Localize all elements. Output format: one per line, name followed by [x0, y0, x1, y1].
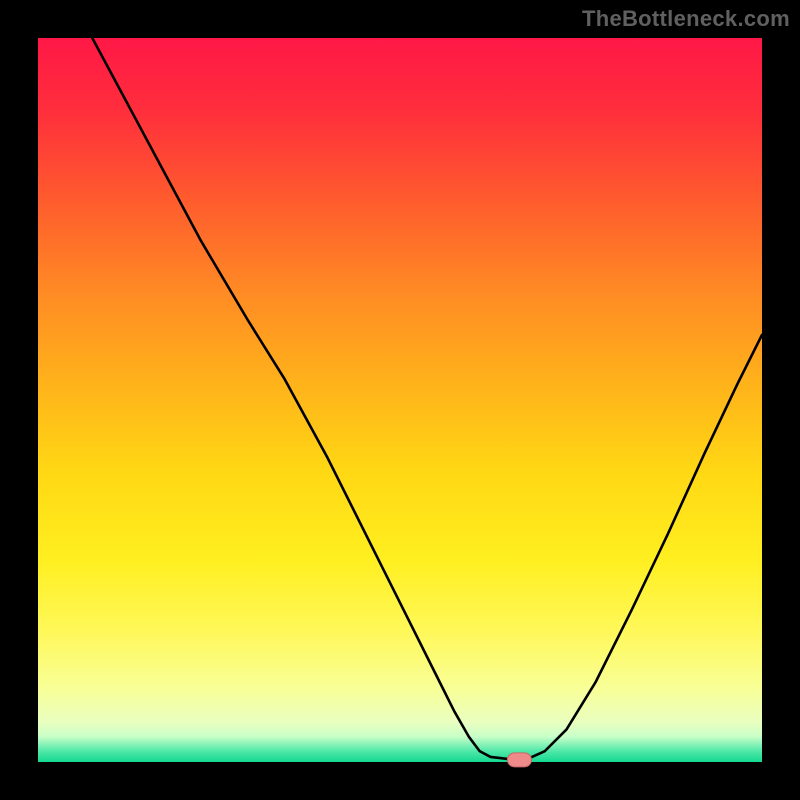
bottleneck-chart: [0, 0, 800, 800]
chart-container: TheBottleneck.com: [0, 0, 800, 800]
optimal-marker: [507, 753, 531, 767]
watermark-text: TheBottleneck.com: [582, 6, 790, 32]
plot-background: [38, 38, 762, 762]
